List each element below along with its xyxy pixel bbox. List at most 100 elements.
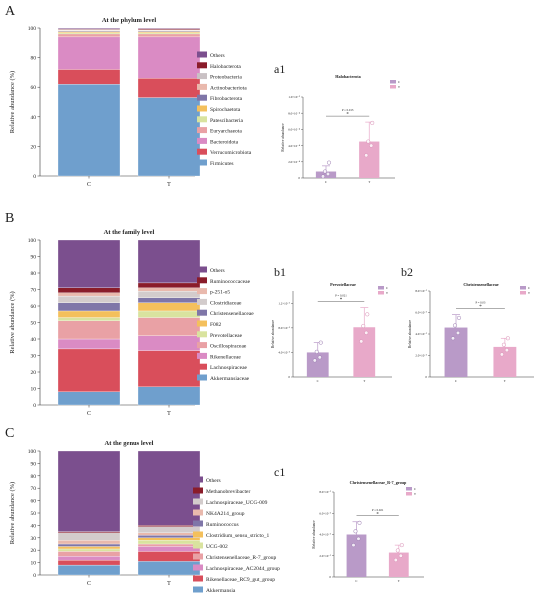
- bar-segment-christensenellaceae: [57, 302, 121, 312]
- data-point: [325, 171, 331, 176]
- legend-swatch: [193, 520, 203, 527]
- y-tick-label: 4.0×10⁻²: [415, 332, 427, 336]
- legend-label: Christensenellaceae_R-7_group: [206, 555, 277, 561]
- legend-label: T: [386, 291, 388, 295]
- legend-swatch: [378, 291, 384, 295]
- bar-segment-nk4a214-group: [57, 540, 121, 545]
- data-point: [452, 323, 458, 328]
- bar-segment-prevotellaceae: [57, 317, 121, 321]
- legend-swatch: [197, 277, 207, 284]
- legend-swatch: [197, 266, 207, 273]
- y-axis-label: Relative abundance: [408, 319, 412, 348]
- legend-swatch: [193, 564, 203, 571]
- bar-t: [353, 327, 376, 377]
- y-tick-label: 70: [31, 486, 37, 492]
- legend-swatch: [520, 291, 526, 295]
- y-tick-label: 4.0×10⁻²: [319, 533, 331, 537]
- bar-segment-prevotellaceae: [137, 310, 201, 318]
- y-tick-label: 60: [31, 304, 37, 310]
- bar-segment-others: [137, 239, 201, 284]
- legend-swatch: [193, 575, 203, 582]
- bar-segment-others: [57, 239, 121, 288]
- y-tick-label: 10: [31, 561, 37, 567]
- legend-label: C: [414, 487, 416, 491]
- legend-label: Prevotellaceae: [210, 333, 243, 339]
- bar-segment-clostridiaceae: [137, 290, 201, 298]
- legend-swatch: [197, 342, 207, 349]
- bar-segment-bacteroidota: [137, 36, 201, 79]
- legend-swatch: [197, 159, 207, 166]
- y-axis-label: Relative abundance (%): [9, 71, 16, 133]
- panel-label-A: A: [5, 4, 16, 19]
- legend: Others Halobacterota Proteobacteria Actinob…: [197, 51, 252, 167]
- y-axis-label: Relative abundance (%): [9, 291, 16, 353]
- legend-swatch: [197, 148, 207, 155]
- x-tick-label: T: [368, 180, 370, 184]
- legend-swatch: [193, 531, 203, 538]
- legend-label: C: [528, 286, 530, 290]
- y-tick-label: 30: [31, 536, 37, 542]
- bar-segment-bacteroidota: [57, 36, 121, 70]
- y-tick-label: 6.0×10⁻⁴: [288, 128, 301, 132]
- y-tick-label: 50: [31, 321, 37, 327]
- bar-segment-p-251-o5: [137, 287, 201, 292]
- bar-segment-christensenellaceae-r-7-group: [137, 543, 201, 547]
- y-tick-label: 60: [31, 85, 37, 91]
- data-point: [393, 557, 398, 563]
- legend: Others Ruminococcaceae p-251-o5 Clostridiac…: [197, 266, 254, 382]
- x-tick-label: T: [167, 182, 171, 188]
- bar-segment-others: [57, 27, 121, 30]
- legend-swatch: [193, 487, 203, 494]
- legend-label: Ruminococcus: [206, 522, 239, 528]
- y-tick-label: 0: [288, 375, 290, 379]
- y-tick-label: 30: [31, 354, 37, 360]
- legend-swatch: [197, 62, 207, 69]
- legend-swatch: [197, 83, 207, 90]
- x-tick-label: T: [167, 581, 171, 587]
- p-value: P = 0.021: [372, 508, 384, 512]
- data-point: [361, 323, 366, 329]
- y-tick-label: 50: [31, 511, 37, 517]
- legend-label: C: [386, 286, 388, 290]
- chart-title: At the genus level: [105, 440, 154, 447]
- legend-swatch: [197, 363, 207, 370]
- bar-t: [359, 141, 380, 178]
- legend-label: Verrucomicrobiota: [210, 150, 252, 156]
- legend-label: Oscillospiraceae: [210, 344, 247, 350]
- legend: CT: [520, 286, 530, 295]
- panel-b1: b1 Prevotellaceae 0 4.0×10⁻³ 8.0×10⁻³ 1.2×10⁻…: [271, 265, 392, 383]
- bar-segment-p-251-o5: [57, 292, 121, 297]
- y-tick-label: 0: [33, 174, 36, 180]
- data-point: [364, 153, 369, 158]
- y-tick-label: 0: [298, 176, 300, 180]
- bar-segment-methanobrevibacter: [57, 531, 121, 533]
- bar-segment-christensenellaceae: [137, 297, 201, 303]
- legend-swatch: [197, 288, 207, 295]
- significance-star: *: [346, 113, 349, 118]
- bar-segment-lachnospiraceae-ucg-009: [137, 526, 201, 533]
- x-tick-label: T: [504, 379, 506, 383]
- bar-segment-others: [137, 450, 201, 526]
- y-tick-label: 0: [33, 403, 36, 409]
- data-point: [505, 336, 510, 341]
- legend-label: Akkermansia: [206, 588, 236, 594]
- chart-title: At the phylum level: [102, 17, 157, 24]
- bar-segment-verrucomicrobiota: [57, 69, 121, 85]
- legend-label: Methanobrevibacter: [206, 489, 250, 495]
- y-tick-label: 70: [31, 288, 37, 294]
- bar-segment-akkermansia: [57, 564, 121, 576]
- legend-swatch: [378, 286, 384, 290]
- legend-swatch: [406, 492, 412, 496]
- legend-label: Others: [210, 53, 225, 59]
- data-point: [320, 174, 326, 179]
- legend-label: Fibrobacterota: [210, 96, 243, 102]
- chart-title: Prevotellaceae: [330, 282, 356, 287]
- legend-label: Others: [210, 268, 225, 274]
- p-value: P = 0.013: [342, 108, 354, 112]
- bar-segment-f082: [137, 302, 201, 312]
- bar-segment-others: [137, 27, 201, 29]
- data-point: [357, 520, 362, 525]
- bar-segment-ruminococcus: [57, 543, 121, 547]
- y-tick-label: 20: [31, 144, 37, 150]
- legend-swatch: [197, 309, 207, 316]
